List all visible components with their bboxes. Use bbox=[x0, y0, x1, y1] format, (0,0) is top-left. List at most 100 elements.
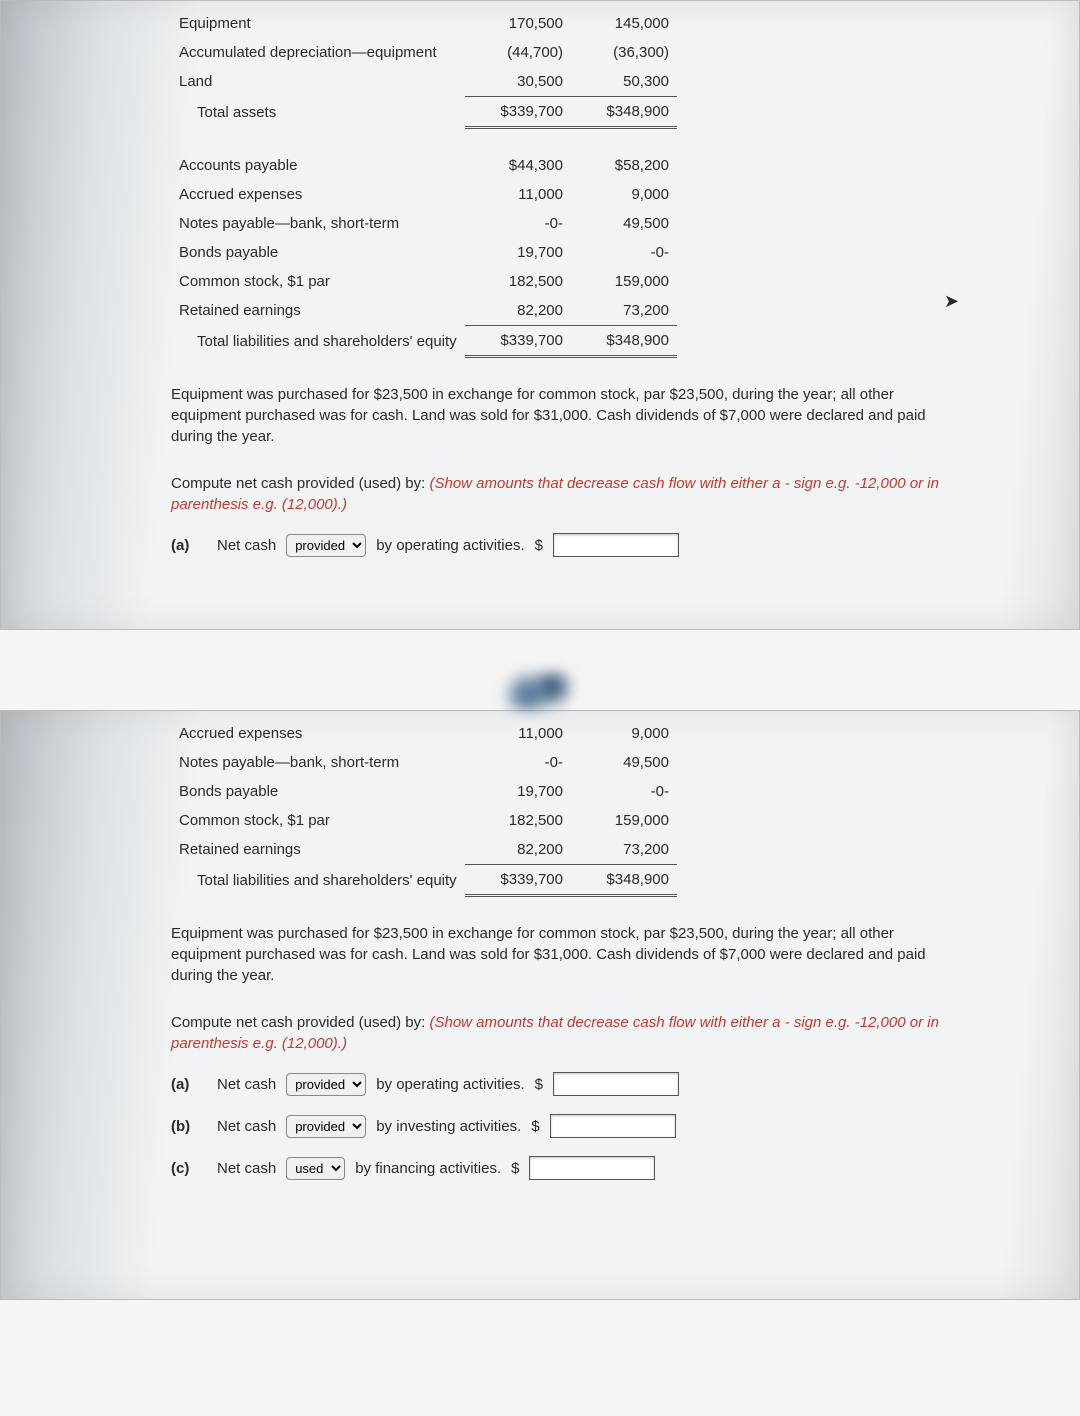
question-post: by operating activities. bbox=[376, 1076, 524, 1093]
table-row: Retained earnings 82,200 73,200 bbox=[171, 296, 677, 326]
cell-label: Accounts payable bbox=[171, 151, 465, 180]
table-row: Equipment 170,500 145,000 bbox=[171, 9, 677, 38]
cell-value: $348,900 bbox=[571, 865, 677, 896]
table-row: Common stock, $1 par 182,500 159,000 bbox=[171, 267, 677, 296]
cell-value: 9,000 bbox=[571, 719, 677, 748]
question-pre: Net cash bbox=[217, 1160, 276, 1177]
question-key: (b) bbox=[171, 1118, 207, 1135]
answer-input[interactable] bbox=[550, 1114, 676, 1138]
cell-label: Total liabilities and shareholders' equi… bbox=[171, 326, 465, 357]
cell-label: Accumulated depreciation—equipment bbox=[171, 38, 465, 67]
provided-used-select[interactable]: provided bbox=[286, 534, 366, 557]
table-row: Accrued expenses 11,000 9,000 bbox=[171, 180, 677, 209]
cell-value: $339,700 bbox=[465, 865, 571, 896]
balance-table-2: Accounts payable $44,300 $58,200 Accrued… bbox=[171, 151, 677, 358]
cell-value: (36,300) bbox=[571, 38, 677, 67]
dollar-sign: $ bbox=[531, 1118, 539, 1135]
question-pre: Net cash bbox=[217, 1118, 276, 1135]
paragraph-info: Equipment was purchased for $23,500 in e… bbox=[171, 384, 961, 447]
cell-label: Bonds payable bbox=[171, 777, 465, 806]
cell-label: Equipment bbox=[171, 9, 465, 38]
question-key: (c) bbox=[171, 1160, 207, 1177]
dollar-sign: $ bbox=[535, 1076, 543, 1093]
answer-input[interactable] bbox=[553, 533, 679, 557]
answer-input[interactable] bbox=[529, 1156, 655, 1180]
question-key: (a) bbox=[171, 1076, 207, 1093]
table-row-total: Total assets $339,700 $348,900 bbox=[171, 97, 677, 128]
cell-value: $44,300 bbox=[465, 151, 571, 180]
cell-label: Common stock, $1 par bbox=[171, 806, 465, 835]
cell-value: -0- bbox=[571, 238, 677, 267]
balance-table-3: Accrued expenses 11,000 9,000 Notes paya… bbox=[171, 719, 677, 897]
question-post: by financing activities. bbox=[355, 1160, 501, 1177]
instruction-lead: Compute net cash provided (used) by: bbox=[171, 1014, 429, 1031]
cursor-icon: ➤ bbox=[944, 291, 959, 312]
cell-value: 182,500 bbox=[465, 267, 571, 296]
table-row: Retained earnings 82,200 73,200 bbox=[171, 835, 677, 865]
cell-value: 49,500 bbox=[571, 209, 677, 238]
table-row: Land 30,500 50,300 bbox=[171, 67, 677, 97]
cell-label: Total liabilities and shareholders' equi… bbox=[171, 865, 465, 896]
provided-used-select[interactable]: provided bbox=[286, 1115, 366, 1138]
cell-value: 73,200 bbox=[571, 296, 677, 326]
cell-value: (44,700) bbox=[465, 38, 571, 67]
cell-value: 182,500 bbox=[465, 806, 571, 835]
cell-value: 11,000 bbox=[465, 180, 571, 209]
cell-label: Total assets bbox=[171, 97, 465, 128]
dollar-sign: $ bbox=[511, 1160, 519, 1177]
question-row-a: (a) Net cash provided by operating activ… bbox=[171, 533, 1059, 557]
cell-label: Retained earnings bbox=[171, 296, 465, 326]
cell-value: 50,300 bbox=[571, 67, 677, 97]
dollar-sign: $ bbox=[535, 537, 543, 554]
table-row: Accrued expenses 11,000 9,000 bbox=[171, 719, 677, 748]
question-post: by investing activities. bbox=[376, 1118, 521, 1135]
paragraph-instruction: Compute net cash provided (used) by: (Sh… bbox=[171, 473, 961, 515]
cell-label: Accrued expenses bbox=[171, 180, 465, 209]
cell-value: -0- bbox=[465, 209, 571, 238]
instruction-lead: Compute net cash provided (used) by: bbox=[171, 475, 429, 492]
cell-value: -0- bbox=[465, 748, 571, 777]
cell-value: -0- bbox=[571, 777, 677, 806]
cell-value: 19,700 bbox=[465, 238, 571, 267]
table-row: Common stock, $1 par 182,500 159,000 bbox=[171, 806, 677, 835]
table-row: Accumulated depreciation—equipment (44,7… bbox=[171, 38, 677, 67]
cell-value: $348,900 bbox=[571, 326, 677, 357]
cell-label: Bonds payable bbox=[171, 238, 465, 267]
cell-label: Notes payable—bank, short-term bbox=[171, 748, 465, 777]
table-row: Bonds payable 19,700 -0- bbox=[171, 777, 677, 806]
cell-value: $58,200 bbox=[571, 151, 677, 180]
question-row-b: (b) Net cash provided by investing activ… bbox=[171, 1114, 1059, 1138]
cell-label: Accrued expenses bbox=[171, 719, 465, 748]
question-key: (a) bbox=[171, 537, 207, 554]
cell-value: $348,900 bbox=[571, 97, 677, 128]
paragraph-info: Equipment was purchased for $23,500 in e… bbox=[171, 923, 961, 986]
question-row-a: (a) Net cash provided by operating activ… bbox=[171, 1072, 1059, 1096]
question-pre: Net cash bbox=[217, 537, 276, 554]
table-row: Accounts payable $44,300 $58,200 bbox=[171, 151, 677, 180]
cell-value: 82,200 bbox=[465, 835, 571, 865]
table-row-total: Total liabilities and shareholders' equi… bbox=[171, 865, 677, 896]
provided-used-select[interactable]: provided bbox=[286, 1073, 366, 1096]
balance-table-1: Equipment 170,500 145,000 Accumulated de… bbox=[171, 9, 677, 129]
question-row-c: (c) Net cash used by financing activitie… bbox=[171, 1156, 1059, 1180]
cell-value: 82,200 bbox=[465, 296, 571, 326]
cell-value: $339,700 bbox=[465, 97, 571, 128]
screenshot-top: ➤ Equipment 170,500 145,000 Accumulated … bbox=[0, 0, 1080, 630]
paragraph-instruction: Compute net cash provided (used) by: (Sh… bbox=[171, 1012, 961, 1054]
question-post: by operating activities. bbox=[376, 537, 524, 554]
screenshot-bottom: Accrued expenses 11,000 9,000 Notes paya… bbox=[0, 710, 1080, 1300]
cell-value: $339,700 bbox=[465, 326, 571, 357]
answer-input[interactable] bbox=[553, 1072, 679, 1096]
cell-value: 49,500 bbox=[571, 748, 677, 777]
cell-value: 73,200 bbox=[571, 835, 677, 865]
table-row: Notes payable—bank, short-term -0- 49,50… bbox=[171, 748, 677, 777]
cell-value: 9,000 bbox=[571, 180, 677, 209]
blur-artifact-icon bbox=[480, 671, 600, 711]
table-row-total: Total liabilities and shareholders' equi… bbox=[171, 326, 677, 357]
cell-value: 11,000 bbox=[465, 719, 571, 748]
cell-value: 159,000 bbox=[571, 267, 677, 296]
cell-label: Common stock, $1 par bbox=[171, 267, 465, 296]
provided-used-select[interactable]: used bbox=[286, 1157, 345, 1180]
cell-label: Land bbox=[171, 67, 465, 97]
cell-value: 159,000 bbox=[571, 806, 677, 835]
